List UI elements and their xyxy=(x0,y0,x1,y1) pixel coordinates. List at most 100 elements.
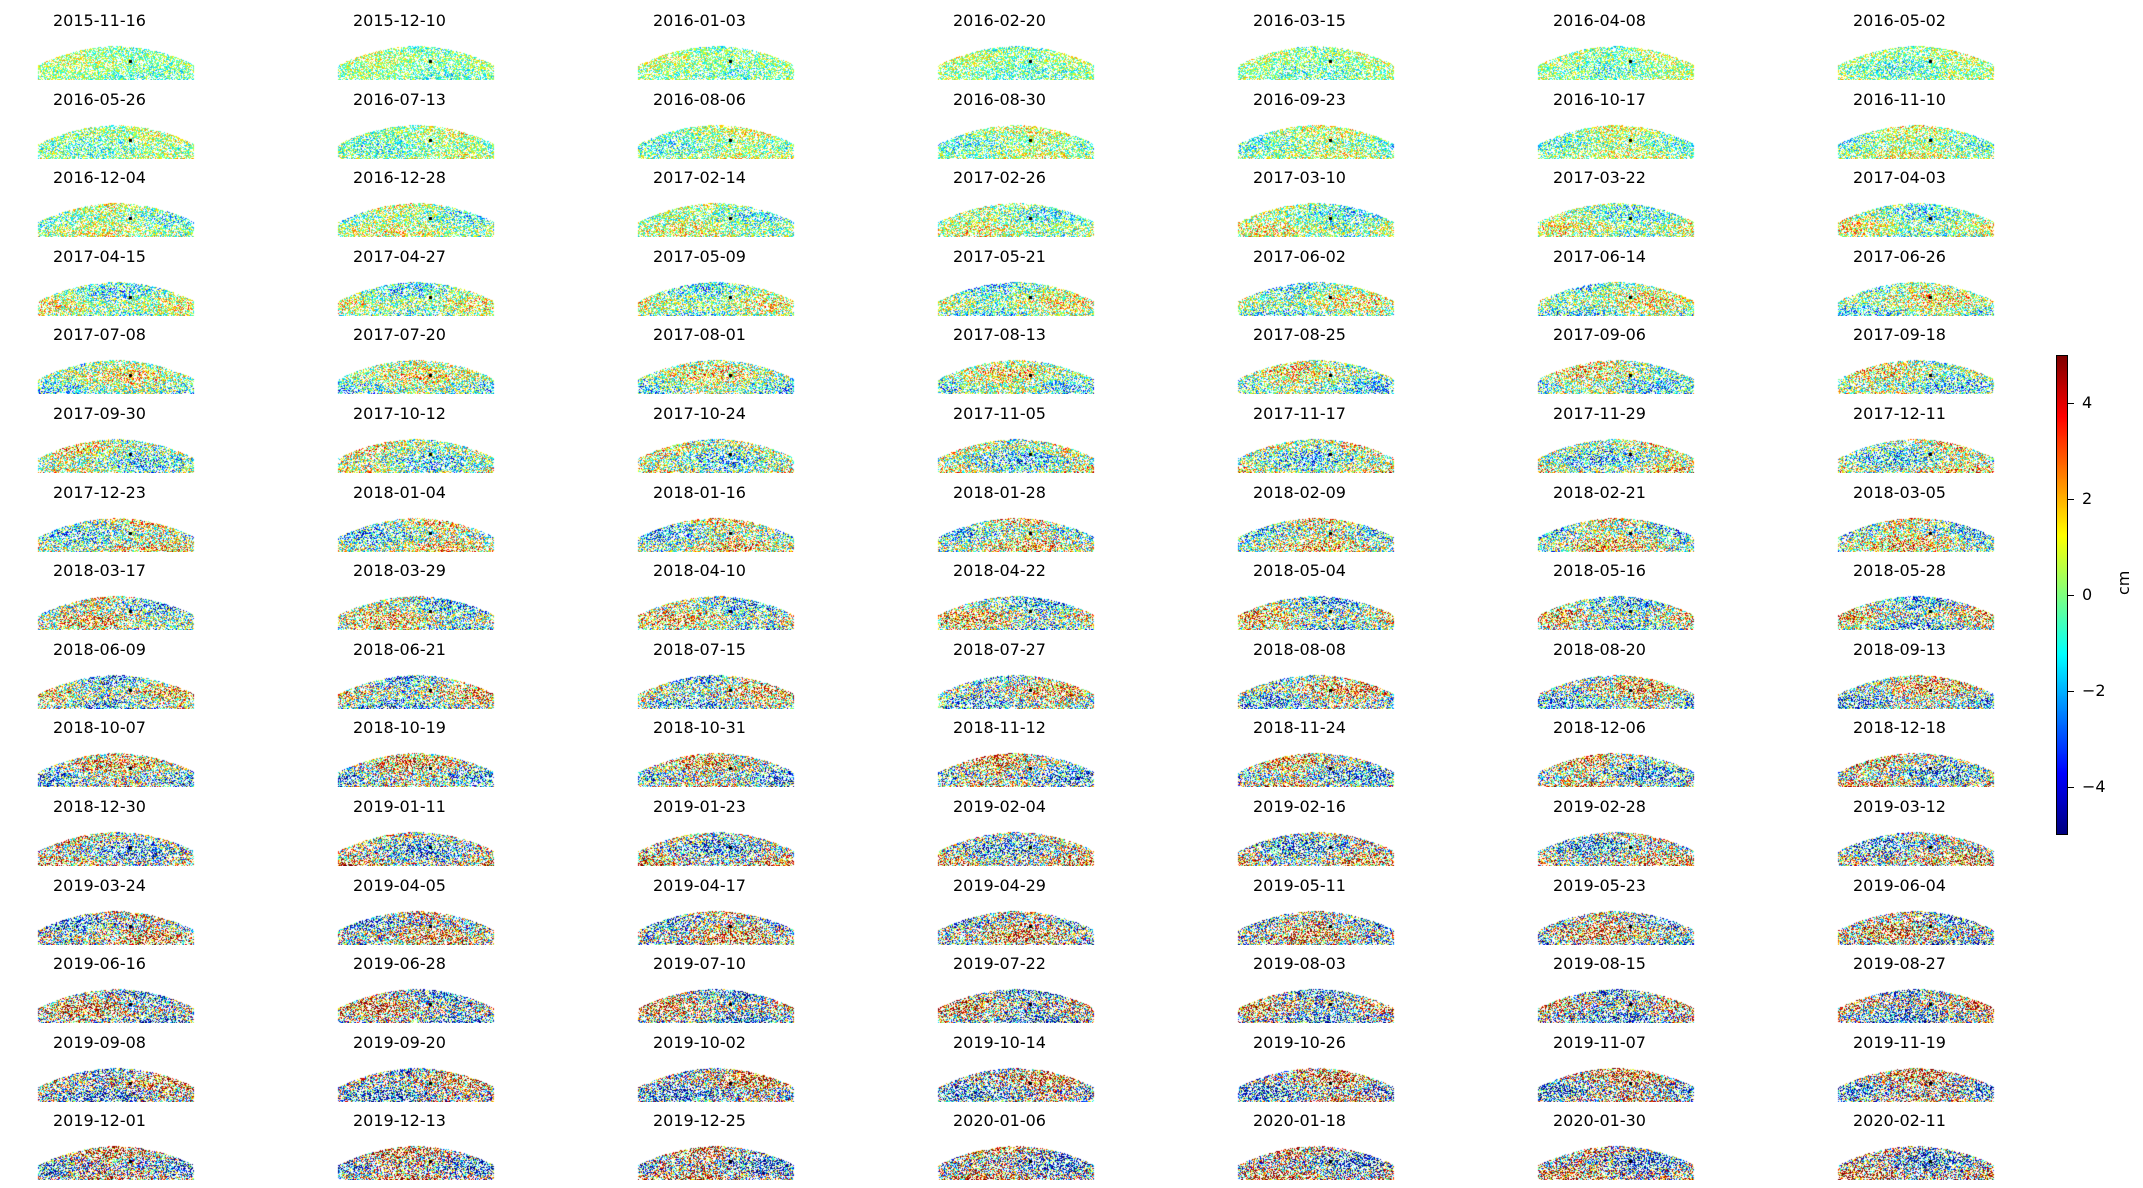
panel-title: 2019-10-02 xyxy=(653,1032,746,1052)
displacement-map-panel xyxy=(936,1065,1096,1102)
colorbar xyxy=(2056,355,2068,835)
displacement-map-panel xyxy=(1236,594,1396,631)
displacement-map-panel xyxy=(936,122,1096,159)
panel-title: 2017-09-18 xyxy=(1853,325,1946,345)
panel-title: 2019-02-16 xyxy=(1253,797,1346,816)
displacement-map-panel xyxy=(1836,830,1996,866)
panel-title: 2016-08-06 xyxy=(653,89,746,109)
displacement-map-panel xyxy=(1536,830,1696,866)
displacement-map-panel xyxy=(1836,279,1996,316)
panel-title: 2019-01-23 xyxy=(653,797,746,816)
displacement-map-panel xyxy=(1836,751,1996,788)
panel-title: 2017-03-10 xyxy=(1253,168,1346,188)
displacement-map-panel xyxy=(1236,908,1396,945)
displacement-map-panel xyxy=(636,1065,796,1102)
panel-title: 2018-07-15 xyxy=(653,639,746,659)
panel-title: 2016-08-30 xyxy=(953,89,1046,109)
panel-title: 2018-08-20 xyxy=(1553,639,1646,659)
displacement-map-panel xyxy=(636,279,796,316)
panel-title: 2019-10-14 xyxy=(953,1032,1046,1052)
displacement-map-panel xyxy=(1836,987,1996,1024)
displacement-map-panel xyxy=(1536,358,1696,395)
panel-title: 2017-04-03 xyxy=(1853,168,1946,188)
panel-title: 2018-01-04 xyxy=(353,482,446,502)
displacement-map-panel xyxy=(1536,987,1696,1024)
displacement-map-panel xyxy=(1236,1144,1396,1181)
colorbar-tick xyxy=(2068,403,2074,404)
colorbar-tick xyxy=(2068,499,2074,500)
displacement-map-panel xyxy=(36,672,196,709)
panel-title: 2017-05-09 xyxy=(653,246,746,266)
displacement-map-panel xyxy=(636,201,796,238)
displacement-map-panel xyxy=(36,1065,196,1102)
panel-title: 2018-01-28 xyxy=(953,482,1046,502)
displacement-map-panel xyxy=(1536,1144,1696,1181)
panel-title: 2019-08-03 xyxy=(1253,954,1346,974)
panel-title: 2019-02-28 xyxy=(1553,797,1646,816)
displacement-map-panel xyxy=(1836,1065,1996,1102)
panel-title: 2019-02-04 xyxy=(953,797,1046,816)
panel-title: 2017-02-26 xyxy=(953,168,1046,188)
displacement-map-panel xyxy=(1536,908,1696,945)
panel-title: 2018-05-16 xyxy=(1553,561,1646,581)
panel-title: 2018-12-30 xyxy=(53,797,146,816)
displacement-map-panel xyxy=(936,987,1096,1024)
displacement-map-panel xyxy=(36,830,196,866)
displacement-map-panel xyxy=(1236,987,1396,1024)
displacement-map-panel xyxy=(36,437,196,473)
displacement-map-panel xyxy=(36,515,196,552)
displacement-map-panel xyxy=(1836,672,1996,709)
displacement-map-panel xyxy=(936,358,1096,395)
displacement-map-panel xyxy=(336,908,496,945)
displacement-map-panel xyxy=(1836,908,1996,945)
displacement-map-panel xyxy=(636,594,796,631)
panel-title: 2019-04-17 xyxy=(653,875,746,895)
displacement-map-panel xyxy=(636,987,796,1024)
panel-title: 2016-11-10 xyxy=(1853,89,1946,109)
displacement-map-panel xyxy=(336,515,496,552)
displacement-map-panel xyxy=(36,279,196,316)
panel-title: 2017-03-22 xyxy=(1553,168,1646,188)
displacement-map-panel xyxy=(936,44,1096,80)
panel-title: 2019-04-05 xyxy=(353,875,446,895)
displacement-map-panel xyxy=(1236,279,1396,316)
displacement-map-panel xyxy=(1236,515,1396,552)
displacement-map-panel xyxy=(336,751,496,788)
panel-title: 2020-02-11 xyxy=(1853,1111,1946,1131)
panel-title: 2018-08-08 xyxy=(1253,639,1346,659)
panel-title: 2019-08-27 xyxy=(1853,954,1946,974)
panel-title: 2015-11-16 xyxy=(53,11,146,30)
panel-title: 2016-02-20 xyxy=(953,11,1046,30)
displacement-map-panel xyxy=(1236,44,1396,80)
displacement-map-panel xyxy=(336,1144,496,1181)
colorbar-tick-label: −4 xyxy=(2082,777,2106,796)
displacement-map-panel xyxy=(1236,122,1396,159)
panel-title: 2019-06-16 xyxy=(53,954,146,974)
panel-title: 2019-05-11 xyxy=(1253,875,1346,895)
displacement-map-panel xyxy=(1236,437,1396,473)
panel-title: 2017-04-27 xyxy=(353,246,446,266)
panel-title: 2017-12-11 xyxy=(1853,404,1946,423)
colorbar-tick xyxy=(2068,595,2074,596)
displacement-map-panel xyxy=(336,1065,496,1102)
colorbar-gradient xyxy=(2057,356,2067,834)
colorbar-label: cm xyxy=(2114,570,2133,595)
displacement-map-panel xyxy=(336,594,496,631)
panel-title: 2019-12-25 xyxy=(653,1111,746,1131)
panel-title: 2017-11-17 xyxy=(1253,404,1346,423)
panel-title: 2016-10-17 xyxy=(1553,89,1646,109)
displacement-map-panel xyxy=(1836,437,1996,473)
colorbar-tick-label: 2 xyxy=(2082,489,2093,508)
displacement-map-panel xyxy=(636,830,796,866)
panel-title: 2017-12-23 xyxy=(53,482,146,502)
displacement-map-panel xyxy=(336,987,496,1024)
panel-title: 2016-12-28 xyxy=(353,168,446,188)
displacement-map-panel xyxy=(336,279,496,316)
panel-title: 2016-01-03 xyxy=(653,11,746,30)
displacement-map-panel xyxy=(1236,358,1396,395)
displacement-map-panel xyxy=(36,987,196,1024)
panel-title: 2017-11-29 xyxy=(1553,404,1646,423)
displacement-map-panel xyxy=(336,672,496,709)
panel-title: 2019-01-11 xyxy=(353,797,446,816)
